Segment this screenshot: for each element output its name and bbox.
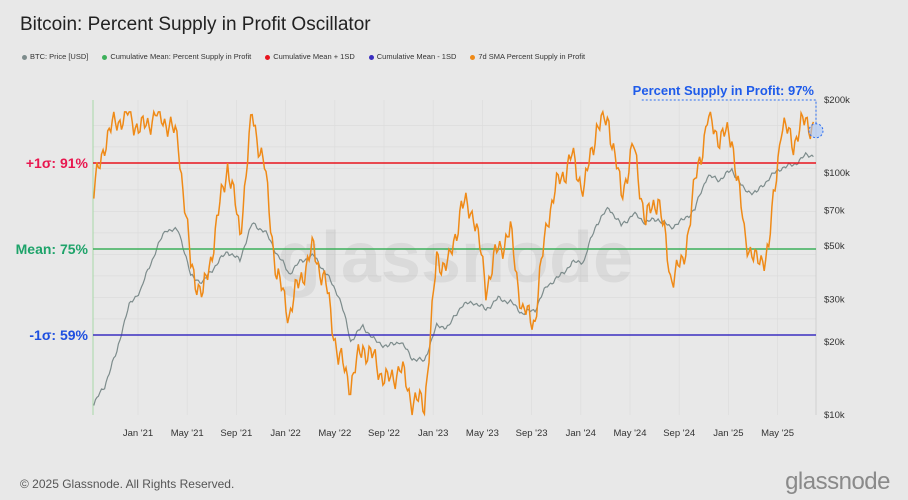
x-tick-label: Jan '23 — [418, 428, 448, 439]
annotation-leader — [640, 99, 817, 124]
x-tick-label: May '24 — [614, 428, 647, 439]
legend-item-mean[interactable]: Cumulative Mean: Percent Supply in Profi… — [102, 52, 251, 61]
annotation-label: Percent Supply in Profit: 97% — [633, 83, 815, 98]
x-tick-label: Sep '23 — [516, 428, 548, 439]
x-tick-label: Jan '21 — [123, 428, 153, 439]
legend-item-sma[interactable]: 7d SMA Percent Supply in Profit — [470, 52, 585, 61]
y-right-tick-label: $70k — [824, 205, 845, 216]
legend-dot — [470, 54, 476, 60]
copyright: © 2025 Glassnode. All Rights Reserved. — [20, 477, 235, 491]
legend-dot — [368, 54, 374, 60]
level-label-plus1sd: +1σ: 91% — [26, 155, 89, 171]
legend-dot — [265, 54, 271, 60]
legend-label: Cumulative Mean + 1SD — [273, 52, 355, 61]
btc-price-line — [93, 151, 814, 406]
x-tick-label: Jan '25 — [713, 428, 743, 439]
legend-item-minus1sd[interactable]: Cumulative Mean - 1SD — [368, 52, 457, 61]
sma-supply-in-profit-line — [93, 109, 815, 417]
legend-dot — [102, 54, 108, 60]
y-right-tick-label: $50k — [824, 241, 845, 252]
x-tick-label: Sep '22 — [368, 428, 400, 439]
legend-label: Cumulative Mean: Percent Supply in Profi… — [110, 52, 252, 61]
glassnode-logo: glassnode — [785, 468, 890, 495]
legend-label: BTC: Price [USD] — [30, 52, 89, 61]
x-tick-label: May '21 — [171, 428, 204, 439]
x-tick-label: May '25 — [761, 428, 794, 439]
legend-item-plus1sd[interactable]: Cumulative Mean + 1SD — [265, 52, 355, 61]
y-right-tick-label: $20k — [824, 337, 845, 348]
current-value-marker — [808, 123, 824, 139]
legend-item-price[interactable]: BTC: Price [USD] — [22, 52, 88, 61]
x-tick-label: Jan '24 — [566, 428, 596, 439]
x-tick-label: May '22 — [318, 428, 351, 439]
y-right-tick-label: $10k — [824, 410, 845, 421]
x-tick-label: May '23 — [466, 428, 499, 439]
y-right-tick-label: $100k — [824, 168, 850, 179]
watermark: glassnode — [277, 218, 633, 298]
level-label-mean: Mean: 75% — [16, 241, 89, 257]
legend-label: Cumulative Mean - 1SD — [376, 52, 457, 61]
y-right-tick-label: $30k — [824, 295, 845, 306]
legend: BTC: Price [USD] Cumulative Mean: Percen… — [22, 52, 585, 61]
level-label-minus1sd: -1σ: 59% — [29, 327, 88, 343]
x-tick-label: Jan '22 — [270, 428, 300, 439]
legend-label: 7d SMA Percent Supply in Profit — [478, 52, 586, 61]
x-tick-label: Sep '21 — [220, 428, 252, 439]
y-right-tick-label: $200k — [824, 95, 850, 106]
chart-title: Bitcoin: Percent Supply in Profit Oscill… — [20, 14, 371, 35]
legend-dot — [22, 54, 27, 60]
x-tick-label: Sep '24 — [663, 428, 695, 439]
